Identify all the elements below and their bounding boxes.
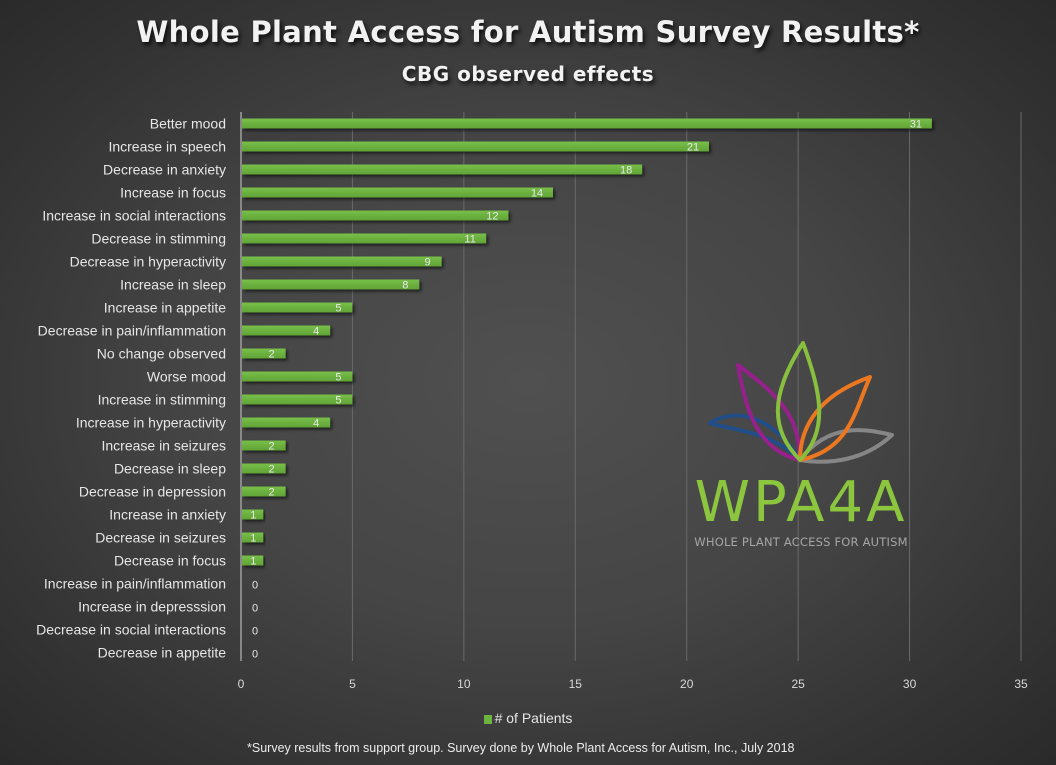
logo-tagline: WHOLE PLANT ACCESS FOR AUTISM bbox=[694, 535, 908, 549]
data-label: 11 bbox=[464, 234, 475, 246]
bar bbox=[242, 141, 709, 152]
category-labels: Better mood Increase in speech Decrease in… bbox=[36, 116, 226, 661]
category-label: Increase in pain/inflammation bbox=[44, 576, 226, 592]
data-label: 18 bbox=[620, 165, 632, 177]
data-label: 9 bbox=[425, 257, 431, 269]
bar bbox=[242, 532, 264, 543]
bar bbox=[242, 279, 420, 290]
data-label: 5 bbox=[335, 303, 341, 315]
category-label: Decrease in anxiety bbox=[103, 162, 226, 178]
x-tick-label: 5 bbox=[349, 677, 356, 691]
chart-title: Whole Plant Access for Autism Survey Res… bbox=[136, 15, 920, 49]
category-label: Increase in seizures bbox=[101, 438, 226, 454]
bar bbox=[242, 509, 264, 520]
data-label: 4 bbox=[313, 326, 319, 338]
bar bbox=[242, 348, 286, 359]
data-label: 1 bbox=[250, 556, 256, 568]
gridlines bbox=[351, 112, 1022, 661]
x-tick-label: 30 bbox=[903, 677, 917, 691]
bars bbox=[242, 118, 932, 566]
x-axis-tick-labels: 0 5 10 15 20 25 30 35 bbox=[238, 677, 1028, 691]
bar bbox=[242, 394, 353, 405]
bar bbox=[242, 463, 286, 474]
bar bbox=[242, 210, 509, 221]
logo-leaf-orange bbox=[798, 375, 872, 462]
bar bbox=[242, 256, 442, 267]
category-label: Increase in depresssion bbox=[78, 599, 226, 615]
data-label: 5 bbox=[335, 372, 341, 384]
x-tick-label: 10 bbox=[457, 677, 471, 691]
data-label: 12 bbox=[486, 211, 498, 223]
category-label: Better mood bbox=[150, 116, 226, 132]
logo-leaf-green bbox=[775, 341, 822, 462]
category-label: No change observed bbox=[97, 346, 226, 362]
bar bbox=[242, 486, 286, 497]
legend: # of Patients bbox=[0, 708, 1056, 728]
data-label: 2 bbox=[269, 349, 275, 361]
data-label: 1 bbox=[250, 510, 256, 522]
bar bbox=[242, 417, 331, 428]
x-tick-label: 35 bbox=[1014, 677, 1028, 691]
data-label: 5 bbox=[335, 395, 341, 407]
data-label: 2 bbox=[269, 487, 275, 499]
data-label: 2 bbox=[269, 441, 275, 453]
category-label: Increase in hyperactivity bbox=[76, 415, 226, 431]
bar bbox=[242, 302, 353, 313]
legend-swatch bbox=[483, 715, 492, 724]
category-label: Decrease in social interactions bbox=[36, 622, 226, 638]
bar bbox=[242, 555, 264, 566]
data-label: 4 bbox=[313, 418, 319, 430]
logo-wordmark: WPA4A bbox=[694, 476, 908, 530]
bar bbox=[242, 164, 643, 175]
bar bbox=[242, 325, 331, 336]
category-label: Increase in focus bbox=[120, 185, 226, 201]
x-tick-label: 0 bbox=[238, 677, 245, 691]
category-label: Decrease in depression bbox=[79, 484, 226, 500]
logo-leaf-gray bbox=[798, 428, 894, 464]
category-label: Increase in appetite bbox=[104, 300, 226, 316]
bar bbox=[242, 440, 286, 451]
logo-leaf-purple bbox=[736, 363, 802, 462]
data-label: 0 bbox=[252, 649, 258, 661]
x-tick-label: 20 bbox=[680, 677, 694, 691]
logo-leaf-blue bbox=[708, 413, 802, 462]
category-label: Increase in anxiety bbox=[109, 507, 226, 523]
bar bbox=[242, 187, 553, 198]
data-label: 14 bbox=[531, 188, 543, 200]
footnote: *Survey results from support group. Surv… bbox=[247, 741, 795, 755]
category-label: Increase in stimming bbox=[98, 392, 226, 408]
category-label: Increase in social interactions bbox=[42, 208, 226, 224]
data-label: 0 bbox=[252, 626, 258, 638]
data-label: 31 bbox=[910, 119, 922, 131]
x-tick-label: 15 bbox=[569, 677, 583, 691]
bar bbox=[242, 118, 932, 129]
category-label: Decrease in seizures bbox=[95, 530, 226, 546]
legend-label: # of Patients bbox=[494, 710, 573, 726]
data-label: 21 bbox=[687, 142, 699, 154]
data-label: 8 bbox=[402, 280, 408, 292]
data-label: 2 bbox=[269, 464, 275, 476]
bar bbox=[242, 233, 487, 244]
category-label: Worse mood bbox=[147, 369, 226, 385]
chart-subtitle: CBG observed effects bbox=[401, 62, 655, 86]
bar bbox=[242, 371, 353, 382]
category-label: Decrease in hyperactivity bbox=[70, 254, 226, 270]
wpa4a-logo-icon bbox=[708, 341, 894, 464]
category-label: Increase in sleep bbox=[120, 277, 226, 293]
category-label: Decrease in focus bbox=[114, 553, 226, 569]
category-label: Decrease in sleep bbox=[114, 461, 226, 477]
category-label: Increase in speech bbox=[108, 139, 226, 155]
category-label: Decrease in stimming bbox=[91, 231, 226, 247]
data-label: 1 bbox=[250, 533, 256, 545]
data-label: 0 bbox=[252, 603, 258, 615]
x-tick-label: 25 bbox=[791, 677, 805, 691]
data-label: 0 bbox=[252, 580, 258, 592]
category-label: Decrease in appetite bbox=[98, 645, 227, 661]
category-label: Decrease in pain/inflammation bbox=[38, 323, 226, 339]
